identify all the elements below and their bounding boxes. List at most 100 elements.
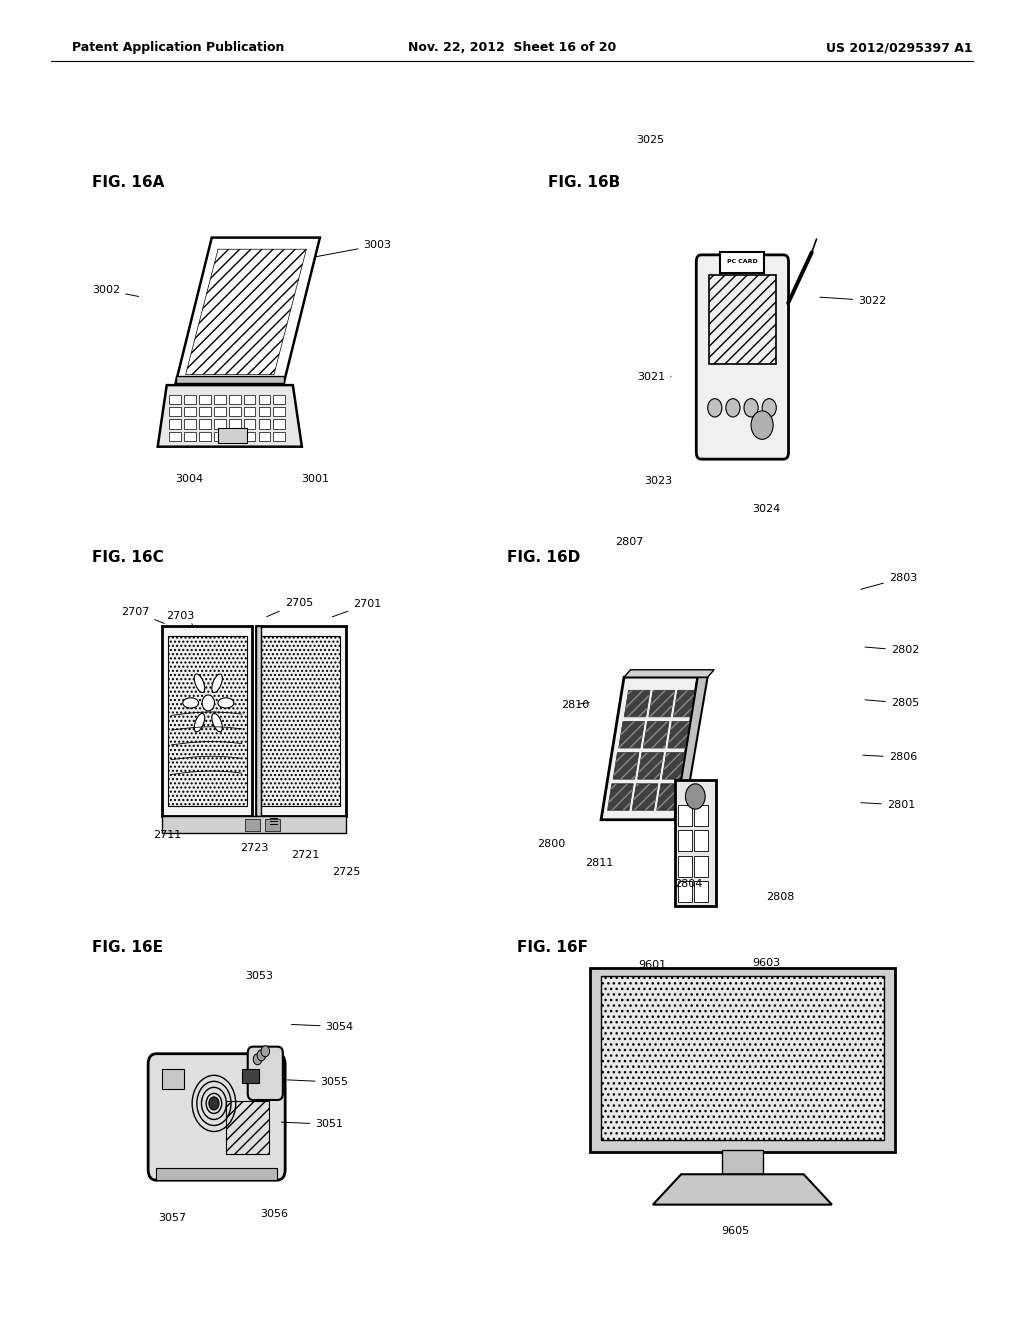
Text: 2807: 2807 (615, 537, 644, 548)
Text: 9601: 9601 (638, 960, 667, 970)
Ellipse shape (212, 675, 222, 693)
Bar (168, 636, 247, 807)
Ellipse shape (218, 698, 233, 708)
Text: 3057: 3057 (158, 1213, 186, 1224)
Text: 2723: 2723 (240, 843, 268, 854)
Bar (244, 395, 255, 404)
Text: 3056: 3056 (260, 1209, 289, 1220)
Text: 3022: 3022 (820, 296, 887, 306)
Text: 2811: 2811 (585, 858, 613, 869)
Text: 3051: 3051 (282, 1119, 343, 1130)
Bar (218, 428, 247, 444)
Circle shape (202, 694, 214, 711)
Bar (694, 805, 709, 826)
Text: Nov. 22, 2012  Sheet 16 of 20: Nov. 22, 2012 Sheet 16 of 20 (408, 41, 616, 54)
Polygon shape (638, 752, 664, 779)
Bar (184, 432, 196, 441)
Text: Patent Application Publication: Patent Application Publication (72, 41, 284, 54)
Polygon shape (668, 722, 693, 748)
Circle shape (751, 411, 773, 440)
Ellipse shape (195, 675, 205, 693)
Bar (229, 420, 241, 429)
Text: 3003: 3003 (315, 240, 391, 257)
Text: US 2012/0295397 A1: US 2012/0295397 A1 (826, 41, 973, 54)
Bar (229, 395, 241, 404)
Text: 3055: 3055 (288, 1077, 348, 1088)
FancyBboxPatch shape (148, 1053, 285, 1180)
Polygon shape (649, 690, 675, 717)
Bar (169, 420, 181, 429)
Text: 3001: 3001 (301, 474, 330, 484)
Bar (244, 432, 255, 441)
Polygon shape (674, 690, 699, 717)
Bar (199, 432, 211, 441)
Ellipse shape (212, 713, 222, 731)
Bar (226, 1101, 269, 1154)
Text: 2725: 2725 (332, 867, 360, 878)
Bar (720, 252, 765, 273)
Bar (184, 395, 196, 404)
Bar (590, 968, 895, 1152)
Circle shape (261, 1045, 269, 1057)
Circle shape (253, 1053, 262, 1065)
Bar (722, 1150, 763, 1175)
Polygon shape (643, 722, 669, 748)
Text: 2808: 2808 (766, 892, 795, 903)
Text: FIG. 16A: FIG. 16A (92, 174, 165, 190)
Bar (244, 407, 255, 417)
Polygon shape (632, 784, 657, 810)
Bar (199, 395, 211, 404)
Ellipse shape (182, 698, 199, 708)
Circle shape (257, 1049, 265, 1061)
Text: 2801: 2801 (861, 800, 915, 810)
Bar (259, 407, 270, 417)
Bar (199, 407, 211, 417)
Bar (601, 977, 884, 1140)
Bar (214, 407, 225, 417)
Text: 3002: 3002 (92, 285, 138, 297)
Circle shape (685, 784, 706, 809)
Bar (256, 626, 261, 817)
Text: PC CARD: PC CARD (727, 260, 758, 264)
Text: 3023: 3023 (644, 477, 673, 487)
Circle shape (762, 399, 776, 417)
Text: 3004: 3004 (175, 474, 204, 484)
Circle shape (209, 1097, 219, 1110)
Bar (273, 432, 286, 441)
Circle shape (744, 399, 758, 417)
Text: FIG. 16B: FIG. 16B (548, 174, 621, 190)
Bar (273, 395, 286, 404)
Bar (199, 420, 211, 429)
Polygon shape (618, 722, 644, 748)
Bar (229, 407, 241, 417)
Text: FIG. 16F: FIG. 16F (517, 940, 588, 956)
Bar (184, 407, 196, 417)
Bar (678, 855, 692, 876)
Polygon shape (613, 752, 639, 779)
Bar (264, 820, 280, 830)
Polygon shape (176, 376, 284, 383)
Bar (694, 880, 709, 902)
Text: 2802: 2802 (865, 645, 920, 656)
Text: 9605: 9605 (721, 1226, 750, 1237)
Bar (214, 420, 225, 429)
Text: 3024: 3024 (752, 504, 780, 515)
Text: 2701: 2701 (333, 599, 382, 616)
Text: 2711: 2711 (153, 830, 181, 841)
Bar (157, 1168, 276, 1180)
Circle shape (708, 399, 722, 417)
Bar (162, 1069, 183, 1089)
Bar (169, 395, 181, 404)
Bar (694, 830, 709, 851)
Polygon shape (158, 385, 302, 446)
Text: 2804: 2804 (674, 879, 702, 890)
Text: 2810: 2810 (561, 700, 590, 710)
Polygon shape (675, 677, 708, 820)
Bar (710, 275, 775, 364)
Bar (256, 626, 346, 817)
Bar (259, 420, 270, 429)
Bar (694, 855, 709, 876)
Polygon shape (653, 1175, 831, 1205)
Text: 9603: 9603 (752, 958, 780, 969)
Text: 3025: 3025 (636, 135, 665, 145)
